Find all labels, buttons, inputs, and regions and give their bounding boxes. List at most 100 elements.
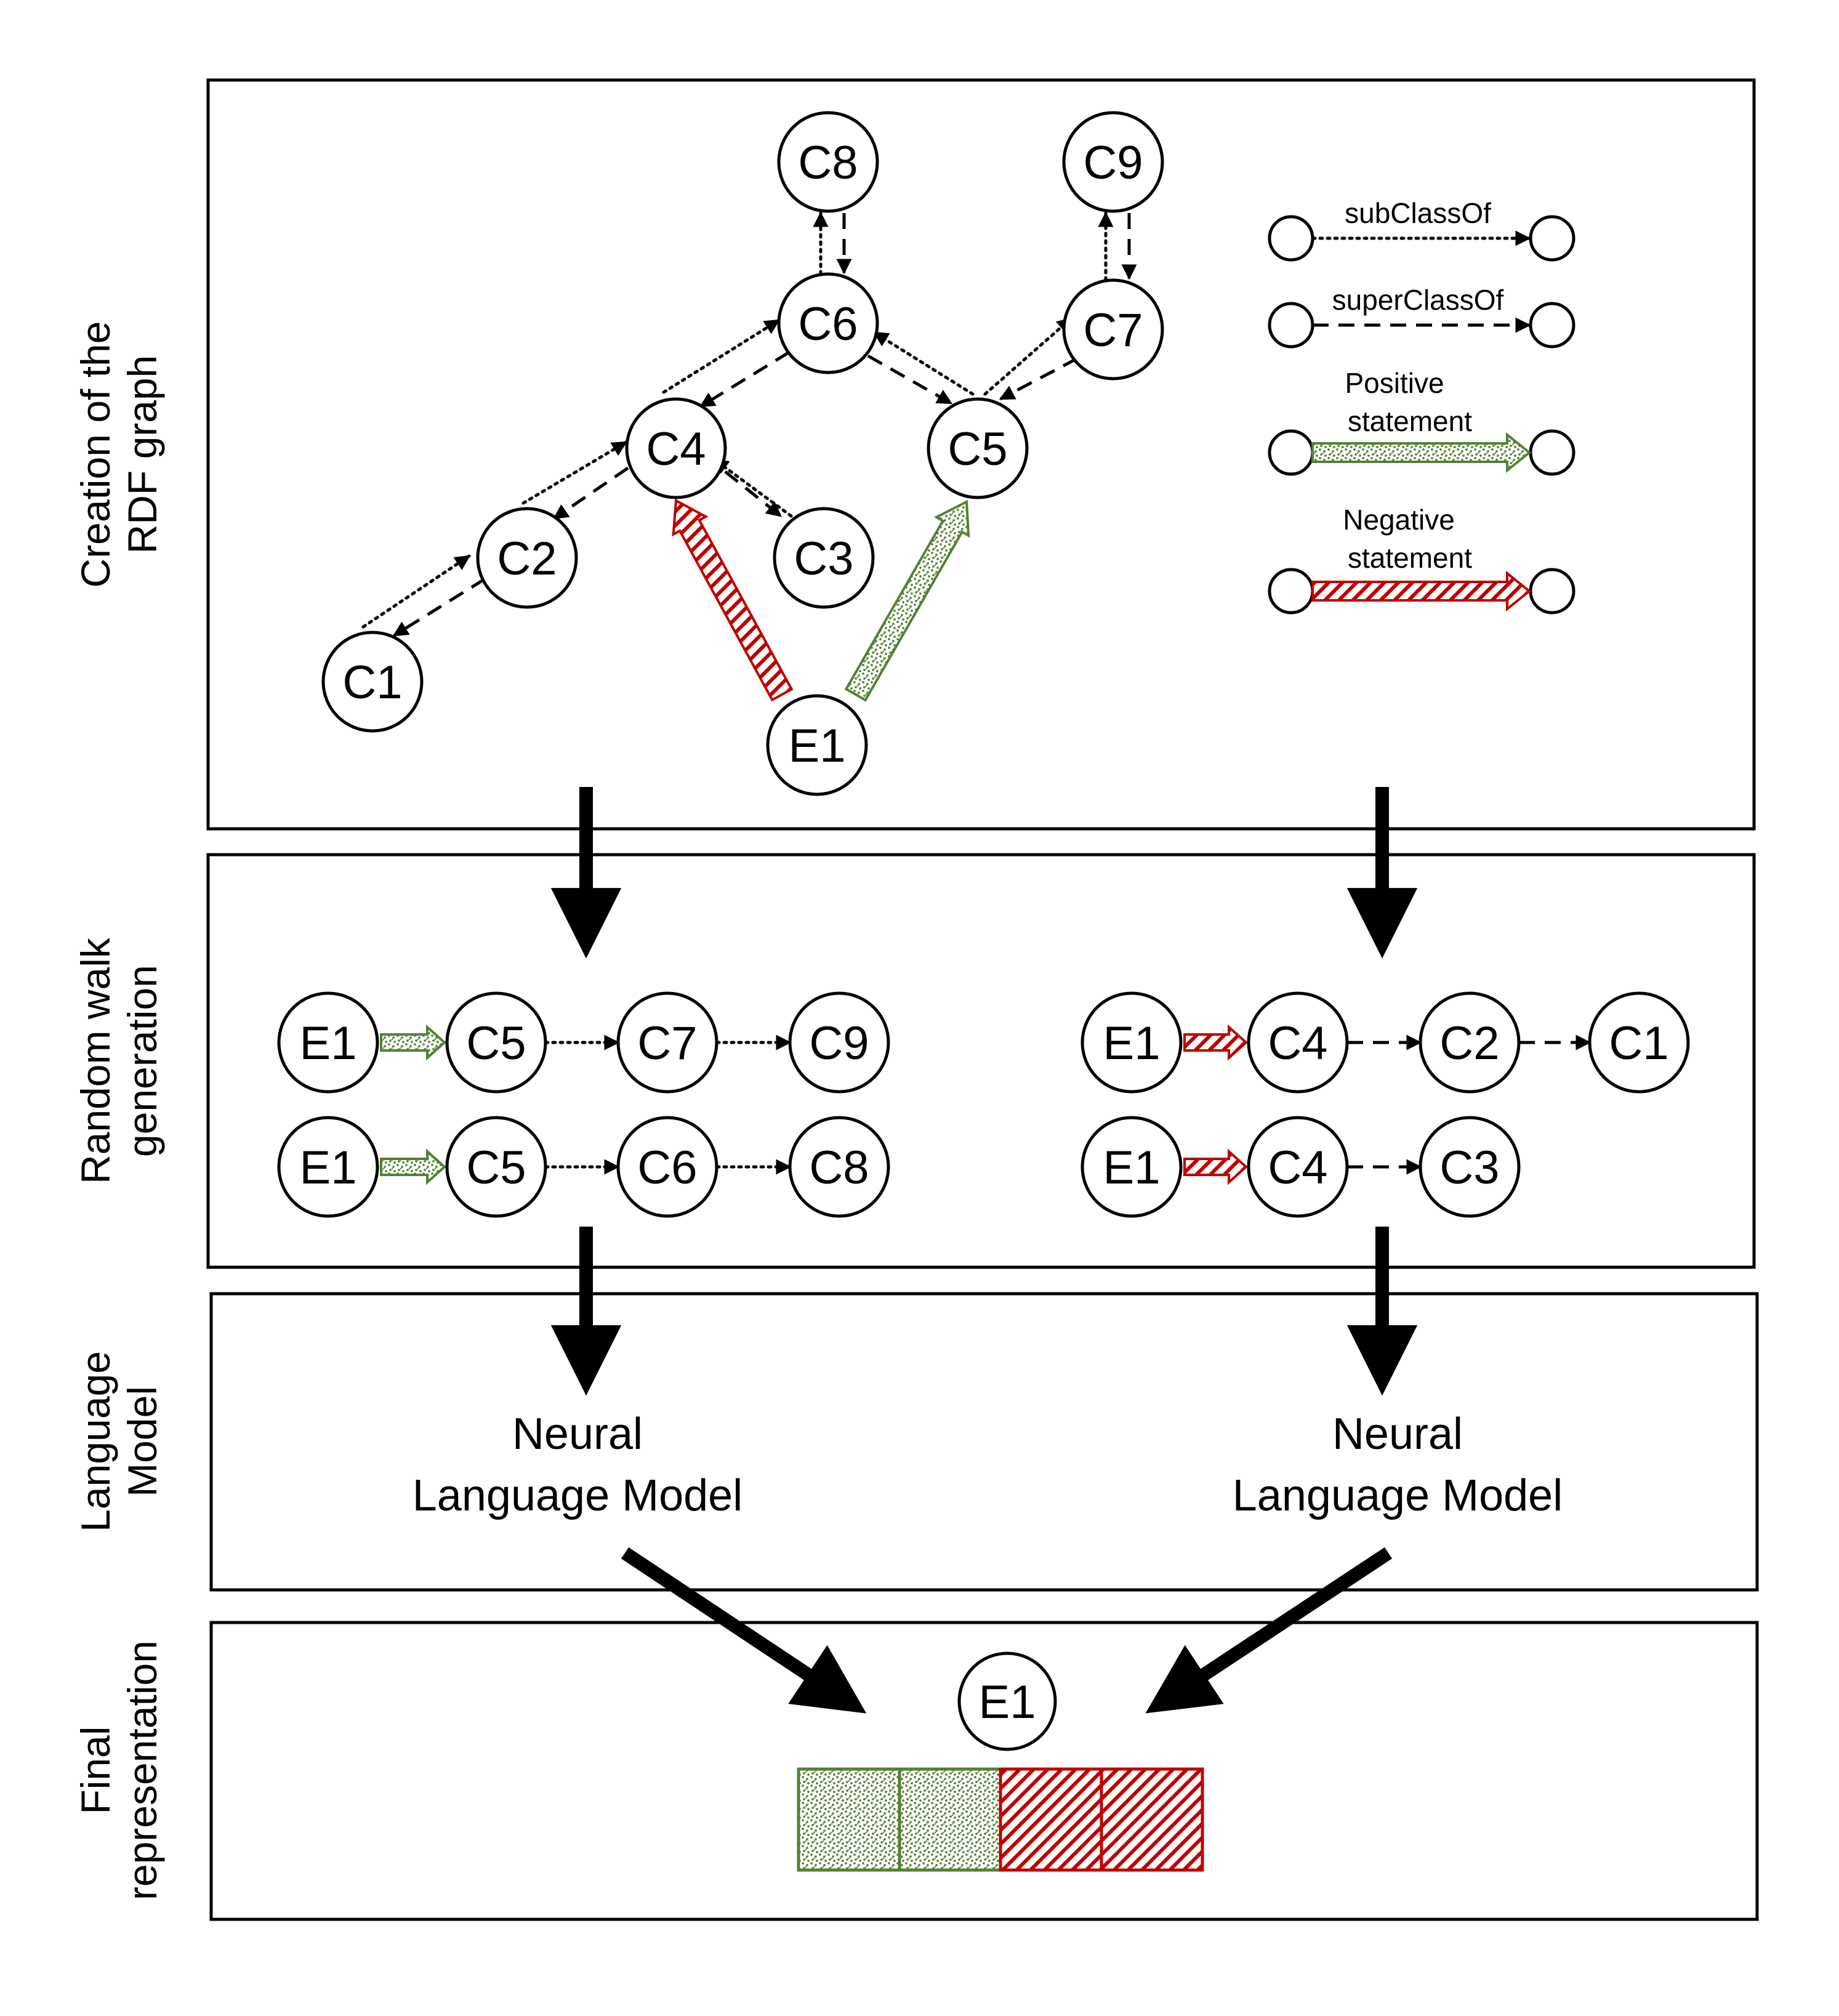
walk-node-e1: E1 [1080, 991, 1183, 1094]
walk-node-c8: C8 [788, 1116, 890, 1218]
section-label-line: Final [73, 1726, 118, 1814]
legend-subclassof: subClassOf [1268, 197, 1575, 262]
node-label: C9 [809, 1017, 869, 1070]
positive-legend-arrow [1311, 432, 1532, 474]
walk-node-c1: C1 [1588, 991, 1690, 1094]
legend-label: statement [1348, 405, 1472, 437]
node-label: E1 [979, 1676, 1036, 1728]
superclassof-edge [999, 357, 1079, 401]
graph-node-c6: C6 [777, 272, 879, 374]
negative-statement-arrow [1183, 1148, 1249, 1185]
model-label-line: Language Model [1233, 1471, 1563, 1520]
node-label: C8 [809, 1142, 869, 1194]
positive-statement-arrow [380, 1148, 447, 1185]
walk-neg: E1 C4 C2 C1 [1080, 991, 1690, 1094]
negative-statement-arrow [672, 498, 794, 702]
section-label-line: Model [119, 1386, 165, 1497]
vector-cell-negative [1100, 1767, 1204, 1872]
node-label: C1 [342, 656, 402, 709]
subclassof-edge [872, 331, 975, 396]
rdf-graph-section-label: Creation of the RDF graph [73, 321, 165, 588]
language-model-right: Neural Language Model [1233, 1409, 1563, 1520]
walk-node-c5: C5 [445, 991, 547, 1094]
section-label-line: representation [119, 1640, 165, 1900]
node-label: E1 [300, 1142, 357, 1194]
node-label: E1 [789, 720, 846, 772]
legend-negative-statement: Negative statement [1268, 504, 1575, 615]
walk-node-c7: C7 [616, 991, 718, 1094]
legend-label: subClassOf [1345, 197, 1491, 229]
random-walks: E1 C5 C7 C9 E1 C5 C6 C8 E1 C4 C2 C1 E1 C4 C3 [277, 991, 1690, 1218]
section-label-line: Language [73, 1351, 118, 1532]
walk-node-c4: C4 [1247, 991, 1349, 1094]
graph-node-c4: C4 [625, 397, 727, 499]
language-model-section-label: Language Model [73, 1351, 165, 1532]
language-model-left: Neural Language Model [412, 1409, 742, 1520]
superclassof-edge [699, 350, 791, 408]
vector-cell-negative [999, 1767, 1103, 1872]
section-label-line: Creation of the [73, 321, 118, 588]
node-label: C6 [637, 1142, 697, 1194]
legend-label: Positive [1345, 367, 1444, 399]
walk-node-c9: C9 [788, 991, 890, 1094]
node-label: C3 [794, 533, 853, 585]
section-label-line: RDF graph [119, 355, 165, 554]
positive-statement-arrow [380, 1024, 447, 1061]
graph-node-c5: C5 [927, 397, 1029, 499]
node-label: C5 [466, 1017, 526, 1070]
subclassof-edge [712, 458, 793, 518]
model-label-line: Neural [512, 1409, 643, 1459]
subclassof-edge [361, 554, 471, 629]
node-label: C5 [466, 1142, 526, 1194]
superclassof-edge [867, 354, 953, 405]
negative-statement-arrow [1183, 1024, 1249, 1061]
flow-arrow-diagonal [621, 1547, 867, 1714]
vector-cell-positive [797, 1767, 901, 1872]
node-label: C4 [1268, 1142, 1327, 1194]
legend-positive-statement: Positive statement [1268, 367, 1575, 476]
flow-arrows [550, 787, 1418, 1714]
node-label: C6 [798, 298, 858, 350]
walk-node-e1: E1 [277, 1116, 379, 1218]
walk-node-c6: C6 [616, 1116, 718, 1218]
legend-label: superClassOf [1332, 284, 1504, 316]
graph-node-c1: C1 [321, 631, 424, 733]
graph-node-e1: E1 [766, 694, 868, 796]
walk-pos: E1 C5 C7 C9 [277, 991, 890, 1094]
language-model-panel [209, 1292, 1759, 1592]
flow-arrow-diagonal [1145, 1547, 1393, 1714]
rdf-graph-panel [206, 78, 1756, 831]
graph-node-c8: C8 [777, 111, 879, 213]
subclassof-edge [983, 317, 1073, 396]
graph-nodes: C8 C9 C6 C7 C4 C5 C2 C3 C1 E1 [321, 111, 1164, 796]
model-label-line: Neural [1332, 1409, 1463, 1459]
walk-pos: E1 C5 C6 C8 [277, 1116, 890, 1218]
final-entity-node: E1 [957, 1651, 1057, 1751]
node-label: C1 [1609, 1017, 1668, 1070]
node-label: C4 [646, 423, 706, 475]
node-label: C7 [637, 1017, 697, 1070]
node-label: E1 [1103, 1017, 1161, 1070]
model-label-line: Language Model [412, 1471, 742, 1520]
section-label-line: generation [119, 965, 165, 1157]
walk-node-e1: E1 [1080, 1116, 1183, 1218]
node-label: C2 [1439, 1017, 1499, 1070]
legend-label: statement [1348, 542, 1472, 574]
vector-cell-positive [898, 1767, 1002, 1872]
graph-edges [361, 211, 1137, 702]
walk-node-c3: C3 [1418, 1116, 1521, 1218]
node-label: E1 [1103, 1142, 1161, 1194]
final-section-label: Final representation [73, 1640, 165, 1900]
node-label: C9 [1083, 137, 1143, 189]
legend: subClassOf superClassOf Positive stateme… [1268, 197, 1575, 615]
node-label: E1 [300, 1017, 357, 1070]
walk-neg: E1 C4 C3 [1080, 1116, 1521, 1218]
node-label: C3 [1439, 1142, 1499, 1194]
node-label: C2 [497, 533, 557, 585]
walk-node-c4: C4 [1247, 1116, 1349, 1218]
negative-legend-arrow [1311, 570, 1532, 612]
random-walk-section-label: Random walk generation [73, 937, 165, 1184]
graph-node-c7: C7 [1062, 278, 1164, 381]
embedding-vector [797, 1767, 1204, 1872]
superclassof-edge [552, 466, 629, 520]
